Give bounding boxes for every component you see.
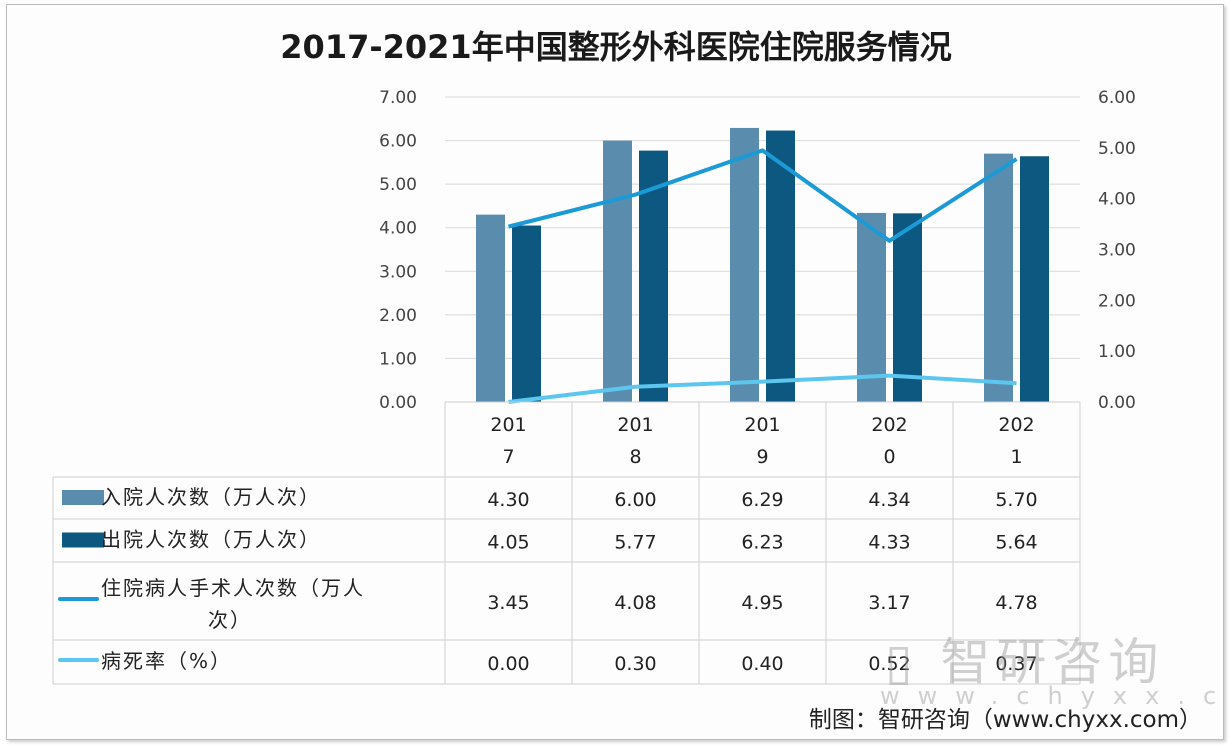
category-label: 201 <box>744 414 780 436</box>
bar <box>603 140 632 403</box>
data-value: 3.17 <box>868 592 910 614</box>
left-tick-label: 6.00 <box>379 132 417 152</box>
bar <box>766 130 795 403</box>
left-tick-label: 4.00 <box>379 219 417 239</box>
right-tick-label: 6.00 <box>1098 88 1136 108</box>
data-value: 6.00 <box>614 489 656 511</box>
category-label: 201 <box>617 414 653 436</box>
right-tick-label: 4.00 <box>1098 190 1136 210</box>
legend-label: 次） <box>208 608 252 632</box>
bar <box>857 212 886 402</box>
series-line <box>508 373 1017 404</box>
legend-label: 入院人次数（万人次） <box>101 485 321 509</box>
watermark-url: www.chyxx.com <box>880 682 1232 710</box>
data-value: 0.00 <box>487 653 529 675</box>
bar <box>730 127 759 402</box>
data-value: 5.64 <box>995 532 1037 554</box>
data-value: 0.30 <box>614 653 656 675</box>
chart-title: 2017-2021年中国整形外科医院住院服务情况 <box>280 28 952 66</box>
right-tick-label: 3.00 <box>1098 241 1136 261</box>
right-tick-label: 1.00 <box>1098 342 1136 362</box>
category-label: 8 <box>629 446 641 468</box>
data-value: 4.05 <box>487 532 529 554</box>
category-label: 202 <box>871 414 907 436</box>
data-value: 4.95 <box>741 592 783 614</box>
left-tick-label: 0.00 <box>379 393 417 413</box>
category-label: 202 <box>998 414 1034 436</box>
legend-label: 病死率（%） <box>101 649 232 673</box>
category-label: 9 <box>756 446 768 468</box>
right-tick-label: 5.00 <box>1098 139 1136 159</box>
bar <box>893 213 922 402</box>
bar <box>1020 156 1049 402</box>
series-line <box>508 148 1018 243</box>
right-tick-label: 0.00 <box>1098 393 1136 413</box>
data-value: 5.70 <box>995 489 1037 511</box>
data-value: 4.78 <box>995 592 1037 614</box>
bar <box>984 153 1013 402</box>
left-tick-label: 2.00 <box>379 306 417 326</box>
source-note: 制图：智研咨询（www.chyxx.com） <box>808 707 1202 733</box>
right-tick-label: 2.00 <box>1098 291 1136 311</box>
data-value: 3.45 <box>487 592 529 614</box>
left-tick-label: 7.00 <box>379 88 417 108</box>
legend-swatch <box>62 490 104 505</box>
category-label: 7 <box>502 446 514 468</box>
data-value: 0.37 <box>995 653 1037 675</box>
legend-label: 住院病人手术人次数（万人 <box>101 576 365 600</box>
data-value: 5.77 <box>614 532 656 554</box>
left-tick-label: 3.00 <box>379 262 417 282</box>
category-label: 201 <box>490 414 526 436</box>
data-value: 4.34 <box>868 489 910 511</box>
data-value: 6.23 <box>741 532 783 554</box>
data-value: 4.08 <box>614 592 656 614</box>
data-value: 4.30 <box>487 489 529 511</box>
bar <box>512 225 541 402</box>
data-value: 0.40 <box>741 653 783 675</box>
data-value: 0.52 <box>868 653 910 675</box>
watermark-logo: ▯ 智研咨询 <box>885 633 1165 691</box>
category-label: 1 <box>1010 446 1022 468</box>
legend-swatch <box>62 532 104 548</box>
left-tick-label: 1.00 <box>379 349 417 369</box>
left-tick-label: 5.00 <box>379 175 417 195</box>
legend-label: 出院人次数（万人次） <box>101 528 321 552</box>
bar <box>476 214 505 402</box>
category-label: 0 <box>883 446 895 468</box>
data-value: 4.33 <box>868 532 910 554</box>
data-value: 6.29 <box>741 489 783 511</box>
